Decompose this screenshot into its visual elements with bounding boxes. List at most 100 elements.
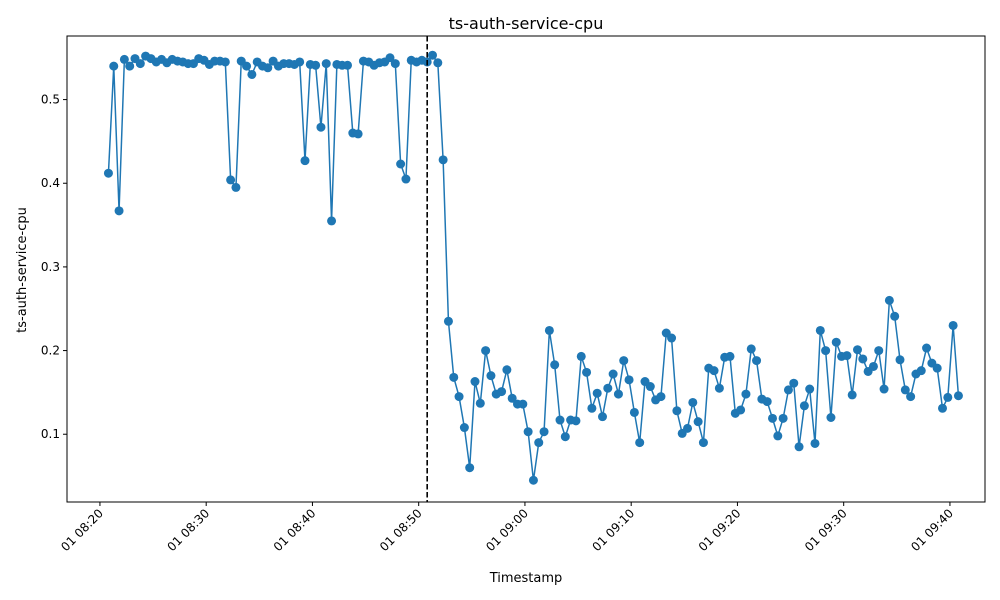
data-point	[815, 325, 825, 335]
y-axis-label: ts-auth-service-cpu	[15, 207, 30, 333]
data-point	[853, 345, 862, 355]
data-point	[725, 351, 735, 361]
data-point	[497, 387, 507, 397]
data-point	[475, 398, 485, 408]
data-point	[932, 363, 942, 373]
y-tick-label: 0.1	[41, 427, 60, 441]
data-point	[592, 388, 602, 398]
data-point	[635, 438, 645, 448]
data-point	[571, 416, 581, 426]
data-point	[443, 316, 453, 326]
data-point	[948, 320, 958, 330]
x-axis-label: Timestamp	[489, 571, 563, 586]
data-point	[847, 390, 857, 400]
data-point	[449, 372, 459, 382]
data-point	[714, 383, 724, 393]
data-point	[922, 343, 932, 353]
data-point	[226, 175, 236, 185]
data-point	[698, 438, 708, 448]
data-point	[103, 168, 113, 178]
data-point	[343, 60, 352, 70]
data-point	[396, 159, 406, 169]
data-point	[624, 375, 634, 385]
data-point	[805, 384, 815, 394]
data-point	[879, 384, 889, 394]
data-point	[242, 61, 252, 71]
data-point	[608, 369, 618, 379]
data-point	[316, 122, 326, 132]
data-point	[709, 366, 719, 376]
data-point	[895, 355, 905, 365]
data-point	[619, 356, 629, 366]
data-point	[598, 412, 607, 422]
data-point	[353, 129, 363, 139]
data-point	[768, 413, 777, 423]
data-point	[778, 413, 788, 423]
y-axis: 0.1 0.2 0.3 0.4 0.5	[41, 93, 67, 441]
data-point	[794, 442, 804, 452]
data-point	[555, 415, 565, 425]
data-point	[884, 295, 894, 305]
data-point	[693, 417, 703, 427]
data-point	[667, 333, 677, 343]
data-point	[507, 393, 517, 403]
data-point	[550, 360, 560, 370]
data-point	[125, 61, 135, 71]
data-point	[560, 432, 570, 442]
data-point	[938, 403, 947, 413]
y-tick-label: 0.5	[41, 93, 60, 107]
data-point	[459, 423, 469, 433]
data-point	[438, 155, 448, 165]
data-point	[523, 427, 533, 437]
data-point	[736, 405, 746, 415]
data-point	[539, 427, 549, 437]
data-point	[114, 206, 124, 216]
data-point	[220, 57, 230, 67]
data-point	[773, 431, 783, 441]
data-point	[576, 351, 586, 361]
data-point	[656, 392, 666, 402]
data-point	[752, 356, 762, 366]
data-point	[688, 397, 698, 407]
data-point	[428, 50, 437, 60]
data-point	[603, 383, 613, 393]
data-point	[672, 406, 682, 416]
data-point	[544, 325, 554, 335]
data-point	[916, 366, 926, 376]
data-point	[295, 57, 305, 67]
data-point	[587, 403, 597, 413]
data-point	[582, 367, 592, 377]
data-point	[789, 378, 799, 388]
data-point	[831, 337, 841, 347]
data-point	[900, 385, 910, 395]
data-point	[783, 385, 793, 395]
data-point	[842, 351, 852, 361]
data-point	[311, 60, 321, 70]
data-point	[762, 397, 772, 407]
data-point	[327, 216, 337, 226]
data-point	[300, 156, 310, 166]
data-point	[953, 391, 963, 401]
data-point	[890, 311, 900, 321]
data-point	[454, 392, 464, 402]
data-point	[321, 59, 331, 69]
data-point	[746, 344, 756, 354]
data-point	[613, 389, 623, 399]
data-point	[433, 58, 443, 68]
data-point	[629, 407, 639, 417]
data-point	[385, 53, 395, 63]
data-point	[390, 59, 400, 69]
y-tick-label: 0.3	[41, 260, 60, 274]
data-point	[683, 423, 692, 433]
plot-area	[66, 35, 986, 503]
data-point	[645, 382, 655, 392]
data-point	[826, 413, 836, 422]
data-point	[741, 389, 751, 399]
data-point	[799, 401, 809, 411]
data-point	[906, 392, 916, 402]
data-point	[401, 174, 411, 184]
data-point	[247, 69, 257, 79]
data-point	[874, 346, 884, 356]
data-point	[943, 392, 953, 402]
